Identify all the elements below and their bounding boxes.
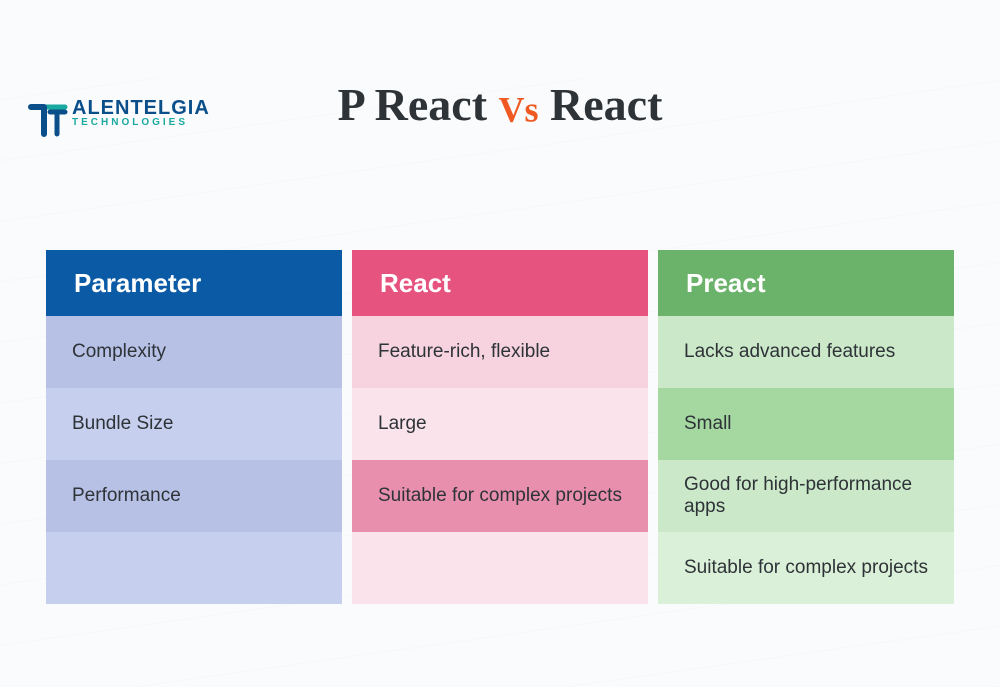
table-col-preact: Preact Lacks advanced features Small Goo… [658,250,954,604]
logo-brand-text: ALENTELGIA [72,98,210,118]
comparison-table: Parameter Complexity Bundle Size Perform… [46,250,954,604]
table-cell: Complexity [46,316,342,388]
table-cell: Small [658,388,954,460]
table-header-react: React [352,250,648,316]
table-cell [352,532,648,604]
logo-sub-text: TECHNOLOGIES [72,118,210,128]
title-right: React [550,79,662,130]
table-cell: Lacks advanced features [658,316,954,388]
table-cell: Bundle Size [46,388,342,460]
table-cell: Suitable for complex projects [658,532,954,604]
brand-logo: ALENTELGIA TECHNOLOGIES [28,98,210,138]
logo-mark-icon [28,98,68,138]
table-cell [46,532,342,604]
table-cell: Suitable for complex projects [352,460,648,532]
table-col-react: React Feature-rich, flexible Large Suita… [352,250,648,604]
title-vs: Vs [499,89,539,129]
table-col-parameter: Parameter Complexity Bundle Size Perform… [46,250,342,604]
table-header-preact: Preact [658,250,954,316]
table-cell: Good for high-performance apps [658,460,954,532]
table-cell: Feature-rich, flexible [352,316,648,388]
title-left: P React [338,79,487,130]
table-cell: Large [352,388,648,460]
table-cell: Performance [46,460,342,532]
table-header-parameter: Parameter [46,250,342,316]
